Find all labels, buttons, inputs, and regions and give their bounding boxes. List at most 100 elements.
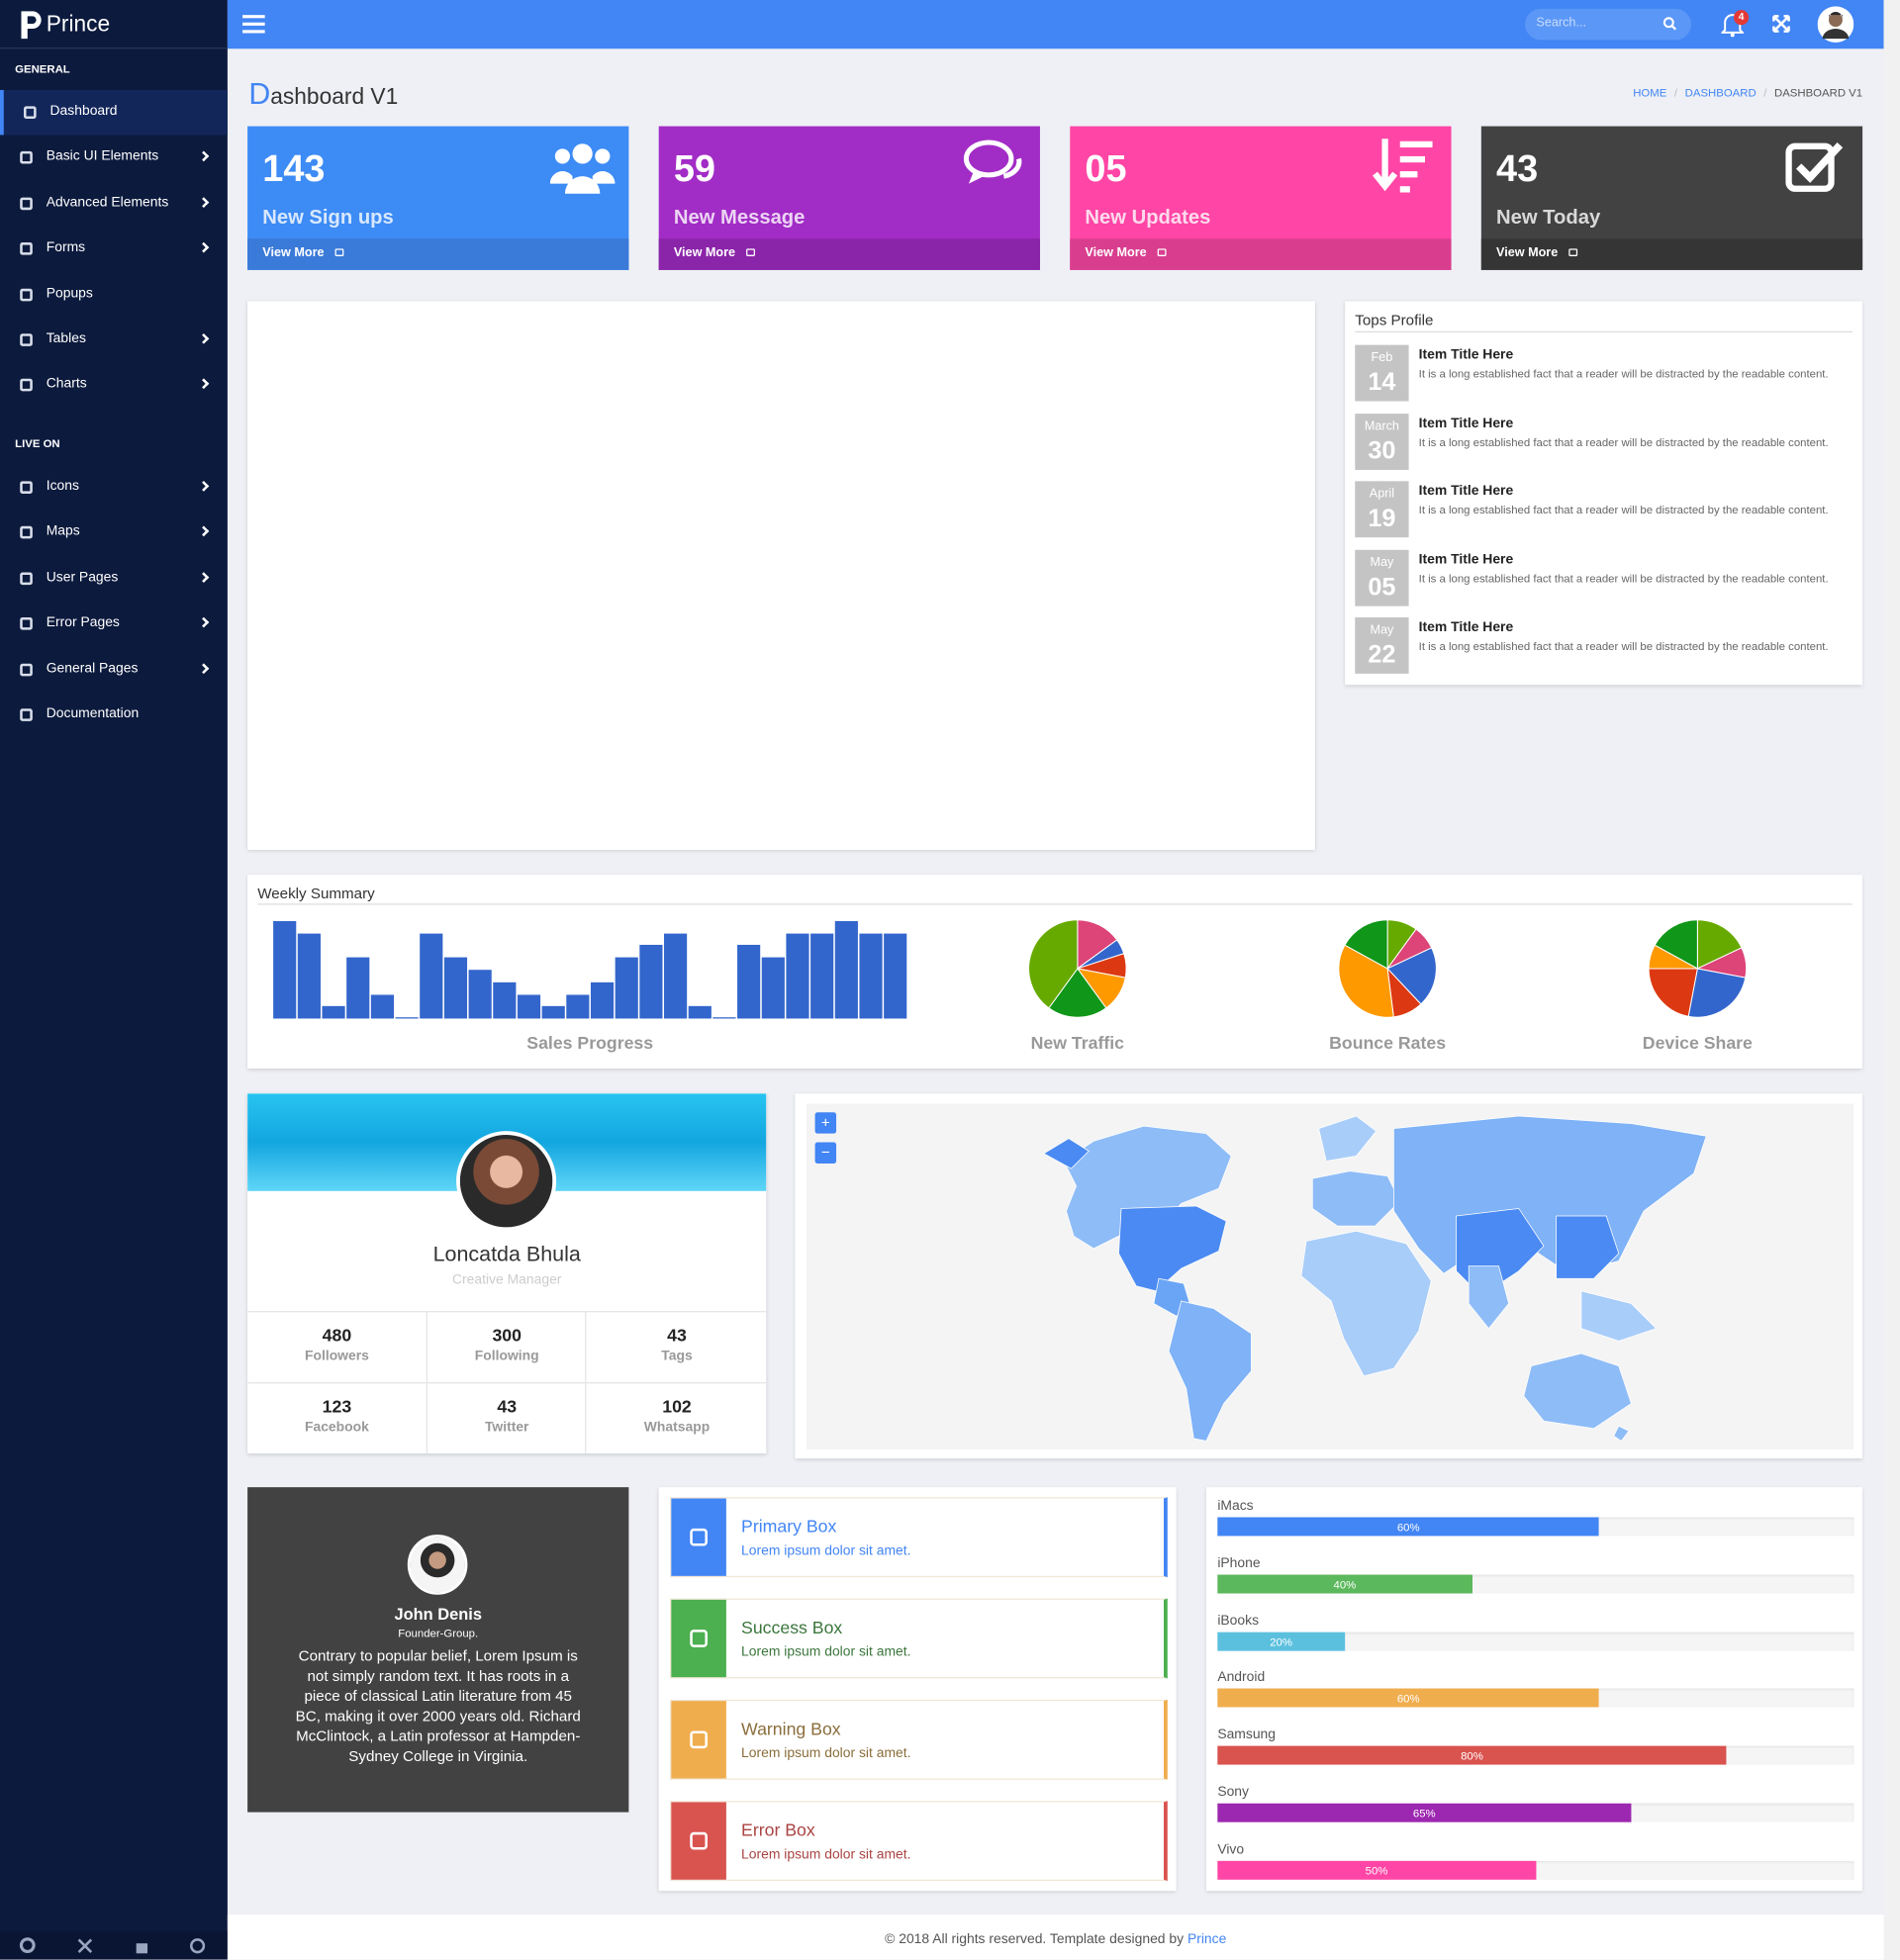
notification-badge — [1734, 10, 1750, 26]
alert-title: Success Box — [741, 1617, 843, 1637]
brand[interactable]: Prince — [46, 11, 111, 37]
profile-stat: 43 Tags — [585, 1311, 767, 1383]
profile-stat-value: 480 — [322, 1324, 352, 1346]
bar — [370, 994, 395, 1019]
sidebar-chevron — [198, 571, 210, 583]
item-text: It is a long established fact that a rea… — [1418, 367, 1829, 381]
alert-text: Lorem ipsum dolor sit amet. — [741, 1644, 911, 1660]
stat-link-icon — [1157, 248, 1167, 256]
progress-track: 20% — [1217, 1632, 1854, 1651]
date-month: April — [1369, 487, 1395, 502]
sidebar-label: General Pages — [46, 660, 139, 676]
bar — [322, 1005, 345, 1019]
progress-track: 50% — [1217, 1860, 1854, 1880]
bar — [443, 957, 468, 1019]
testimonial-role: Founder-Group. — [398, 1627, 479, 1640]
sidebar-item[interactable]: General Pages — [0, 647, 228, 692]
sidebar-label: User Pages — [46, 569, 119, 585]
brand-bar — [0, 0, 228, 49]
progress-label: 20% — [1270, 1634, 1292, 1648]
sidebar-item[interactable]: Advanced Elements — [0, 181, 228, 226]
stat-link-icon — [746, 248, 755, 256]
settings-icon[interactable] — [19, 1937, 36, 1954]
power-icon[interactable] — [190, 1938, 206, 1954]
bar — [810, 933, 834, 1019]
search-box[interactable] — [1525, 8, 1692, 41]
bar — [737, 944, 761, 1019]
alert-title: Error Box — [741, 1820, 815, 1840]
bar — [566, 994, 590, 1019]
sidebar-item[interactable]: Dashboard — [0, 89, 228, 136]
sidebar-item[interactable]: Error Pages — [0, 602, 228, 646]
progress-bar: 20% — [1217, 1632, 1345, 1651]
sidebar-item[interactable]: Documentation — [0, 693, 228, 737]
item-title[interactable]: Item Title Here — [1418, 552, 1514, 568]
sidebar-item[interactable]: Charts — [0, 363, 228, 408]
testimonial-quote: Contrary to popular belief, Lorem Ipsum … — [295, 1646, 581, 1765]
lock-icon[interactable] — [136, 1943, 148, 1954]
menu-toggle[interactable] — [242, 14, 265, 34]
bar — [688, 1005, 712, 1019]
breadcrumb-item[interactable]: HOME — [1633, 86, 1667, 99]
sidebar-item[interactable]: Icons — [0, 465, 228, 510]
progress-name: iPhone — [1217, 1555, 1261, 1571]
profile-stat-value: 43 — [497, 1395, 518, 1417]
footer-link[interactable]: Prince — [1187, 1931, 1227, 1948]
alert-icon-box — [671, 1701, 726, 1779]
progress-label: 60% — [1396, 1692, 1420, 1706]
stat-footer: View More — [658, 238, 1040, 270]
sidebar-label: Icons — [46, 478, 79, 494]
stat-card: 143 New Sign ups View More — [247, 126, 629, 270]
bar — [346, 957, 370, 1019]
breadcrumb-item[interactable]: DASHBOARD — [1684, 86, 1757, 99]
profile-stat: 480 Followers — [247, 1311, 427, 1382]
sidebar-icon — [20, 197, 33, 210]
sidebar-icon — [20, 242, 33, 255]
stat-link[interactable]: View More — [673, 245, 736, 260]
stat-link[interactable]: View More — [262, 245, 325, 260]
item-title[interactable]: Item Title Here — [1418, 620, 1514, 636]
sidebar-item[interactable]: User Pages — [0, 556, 228, 601]
chart-label: Device Share — [1642, 1032, 1753, 1053]
progress-bar: 60% — [1217, 1689, 1600, 1708]
sidebar-label: Advanced Elements — [46, 194, 169, 210]
sidebar-item[interactable]: Popups — [0, 272, 228, 317]
sidebar-label: Error Pages — [46, 614, 120, 630]
fullscreen-icon[interactable] — [77, 1938, 93, 1953]
stat-link[interactable]: View More — [1496, 245, 1559, 260]
alert-icon — [690, 1831, 708, 1850]
breadcrumb: HOME / DASHBOARD / DASHBOARD V1 — [1633, 86, 1862, 99]
sidebar-item[interactable]: Basic UI Elements — [0, 136, 228, 180]
search-icon[interactable] — [1662, 16, 1677, 31]
weekly-charts — [273, 919, 1748, 1019]
bar — [297, 933, 321, 1019]
world-map — [806, 1103, 1854, 1450]
stat-value: 59 — [673, 148, 716, 191]
sidebar-icon — [20, 481, 33, 494]
bar — [468, 970, 492, 1019]
item-title[interactable]: Item Title Here — [1418, 347, 1514, 363]
map-zoom-button[interactable]: − — [814, 1142, 837, 1165]
item-title[interactable]: Item Title Here — [1418, 416, 1514, 431]
pie-slice — [1048, 968, 1107, 1018]
map-zoom-button[interactable]: + — [814, 1112, 837, 1134]
sidebar-item[interactable]: Maps — [0, 511, 228, 555]
bar — [517, 994, 541, 1019]
stat-card: 43 New Today View More — [1480, 126, 1863, 270]
profile-stat: 43 Twitter — [426, 1382, 586, 1454]
bar — [712, 1017, 736, 1019]
item-title[interactable]: Item Title Here — [1418, 484, 1514, 500]
sidebar-item[interactable]: Tables — [0, 318, 228, 362]
profile-card: Loncatda Bhula Creative Manager 480 Followe… — [247, 1093, 767, 1454]
footer — [227, 1914, 1884, 1960]
user-avatar[interactable] — [1817, 6, 1854, 43]
progress-card: iMacs 60% iPhone 40% iBooks 20% Android 60% Sams… — [1205, 1487, 1863, 1892]
stat-link[interactable]: View More — [1085, 245, 1147, 260]
sidebar-item[interactable]: Forms — [0, 227, 228, 271]
alert-icon-box — [671, 1498, 726, 1576]
fullscreen-icon[interactable] — [1771, 14, 1791, 34]
sidebar-chevron — [198, 151, 210, 162]
pie-slice — [1338, 944, 1394, 1018]
profile-role: Creative Manager — [451, 1271, 562, 1288]
